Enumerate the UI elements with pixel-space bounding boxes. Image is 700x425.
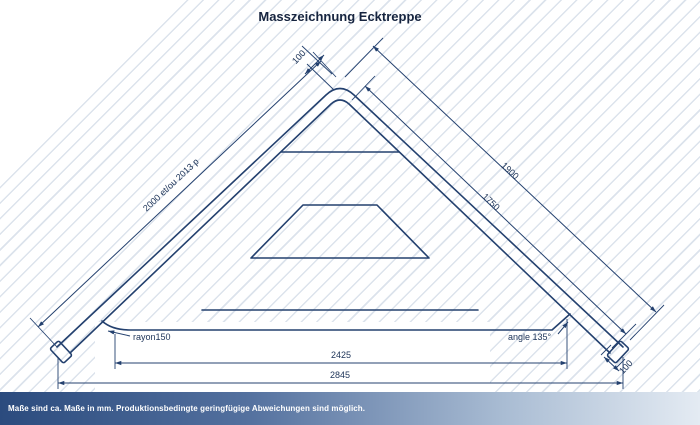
dim-label-radius: rayon150 [133,332,171,342]
dim-label-right-inner: 1750 [480,191,501,212]
dimension-line [304,54,325,75]
extension-line [611,323,637,349]
page-title: Masszeichnung Ecktreppe [258,9,421,24]
callout-radius: rayon150 [107,330,171,342]
dimension-line [603,356,620,372]
dimension-left-length: 2000 et/ou 2013 p [29,51,337,348]
dim-label-top-width: 100 [290,48,308,66]
dimension-right-inner: 1750 [351,75,637,349]
leader-line [557,321,569,335]
left-post [49,340,73,364]
extension-line [301,45,333,75]
dim-label-inner-width: 2425 [331,350,351,360]
step-platform [250,204,430,259]
callout-angle: angle 135° [508,321,569,342]
extension-line [344,37,384,78]
dim-label-angle: angle 135° [508,332,552,342]
outer-stringer-line [56,87,624,348]
dimension-line [37,60,322,328]
extension-line [629,304,665,341]
extension-line [351,75,376,101]
extension-line [600,344,612,356]
dimension-right-outer: 1900 [344,37,665,341]
footer-bar: Maße sind ca. Maße in mm. Produktionsbed… [0,392,700,425]
staircase-outline [49,87,630,364]
dim-label-outer-width: 2845 [330,370,350,380]
base-chord-line [101,313,571,331]
inner-stringer-line [69,99,611,354]
dim-label-right-outer: 1900 [499,160,520,181]
dimension-inner-width: 2425 [114,319,568,369]
dim-label-left-length: 2000 et/ou 2013 p [141,156,201,213]
extension-line [29,317,58,348]
footer-note: Maße sind ca. Maße in mm. Produktionsbed… [8,404,366,413]
leader-line [107,330,131,337]
dimension-outer-width: 2845 [57,357,624,389]
dim-label-post-length: 100 [617,358,635,376]
dimension-line [372,45,657,313]
